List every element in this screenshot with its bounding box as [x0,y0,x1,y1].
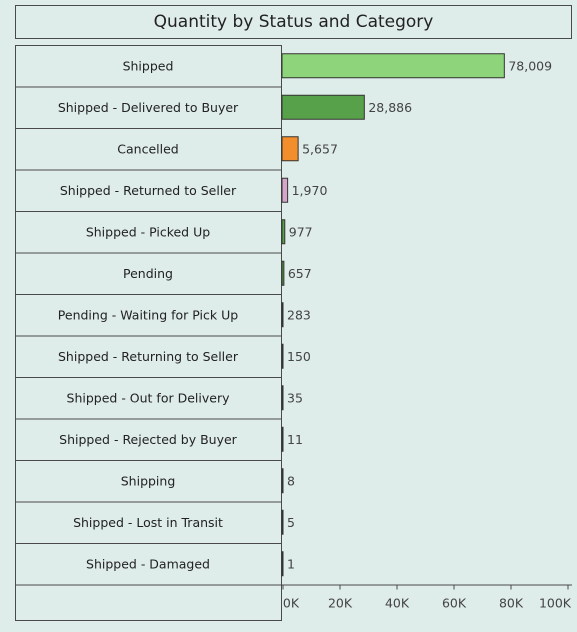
category-label: Cancelled [117,141,178,156]
chart-title: Quantity by Status and Category [15,5,572,39]
value-label: 283 [287,307,311,322]
value-label: 5 [287,515,295,530]
value-label: 977 [289,224,313,239]
value-label: 150 [287,349,311,364]
category-label: Pending [123,266,173,281]
bar [281,302,284,328]
category-label: Shipped - Lost in Transit [73,515,223,530]
category-label: Shipped - Rejected by Buyer [59,432,238,447]
value-label: 8 [287,473,295,488]
category-rows: Shipped Shipped - Delivered to Buyer Cance… [15,45,282,621]
category-label: Shipped - Damaged [86,556,210,571]
bar [281,53,505,79]
x-tick-label: 80K [499,596,524,611]
value-label: 1 [287,556,295,571]
value-label: 5,657 [302,141,338,156]
bar-layer: 78,009 28,886 5,657 1,970 977 657 283 150 35 11 8 5… [281,53,552,577]
category-label: Pending - Waiting for Pick Up [58,307,238,322]
x-tick-label: 60K [442,596,467,611]
x-axis: 0K 20K 40K 60K 80K 100K [282,584,572,611]
category-label: Shipped - Returned to Seller [60,183,237,198]
category-label: Shipped - Out for Delivery [67,390,231,405]
category-label: Shipped - Delivered to Buyer [58,100,239,115]
category-label: Shipped - Picked Up [86,224,210,239]
category-label: Shipped [123,58,174,73]
x-tick-label: 0K [283,596,300,611]
bar [281,343,284,369]
value-label: 35 [287,390,303,405]
bar [281,426,284,452]
x-tick-label: 40K [385,596,410,611]
value-label: 1,970 [292,183,328,198]
value-label: 28,886 [368,100,412,115]
bar [281,177,289,203]
bar [281,509,284,535]
x-tick-label: 20K [328,596,353,611]
bar [281,136,299,162]
bar [281,551,284,577]
x-tick-label: 100K [539,596,572,611]
bar [281,468,284,494]
bar [281,260,285,286]
category-label: Shipped - Returning to Seller [58,349,239,364]
value-label: 78,009 [508,58,552,73]
value-label: 657 [288,266,312,281]
category-label: Shipping [121,473,176,488]
bar [281,385,284,411]
value-label: 11 [287,432,303,447]
bar [281,94,365,120]
axis-label-cell [15,584,282,621]
bar [281,219,286,245]
